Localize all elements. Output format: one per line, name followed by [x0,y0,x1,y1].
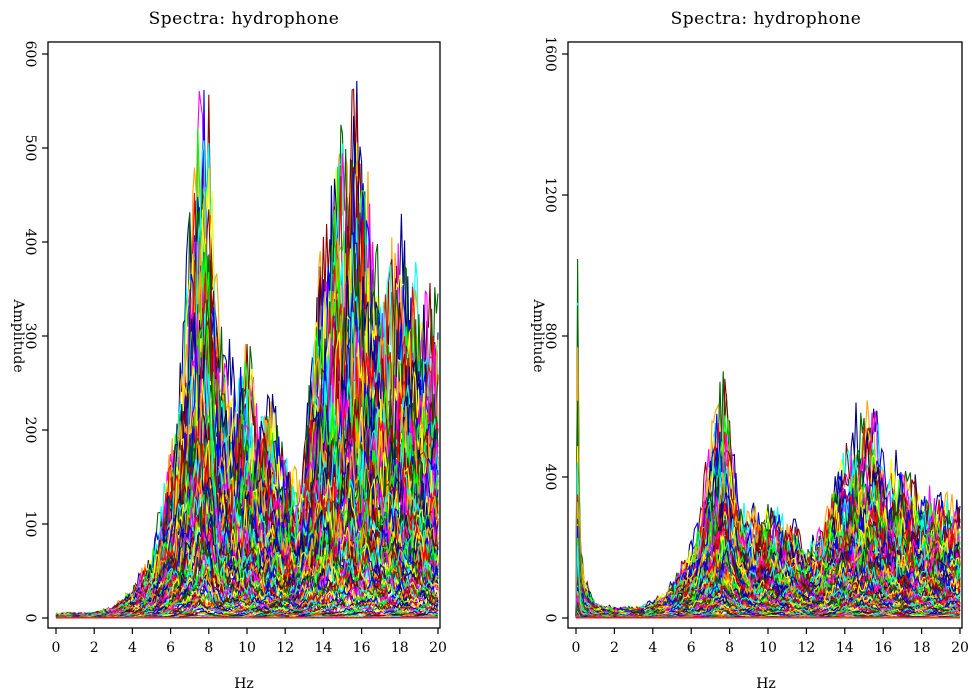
left-y-tick-label: 200 [22,417,38,444]
left-x-tick-label: 20 [429,640,447,656]
right-y-tick-label: 400 [542,464,558,491]
right-x-axis-label: Hz [756,676,776,692]
right-y-tick-label: 0 [542,614,558,623]
left-x-tick-label: 0 [52,640,61,656]
right-x-tick-label: 6 [687,640,696,656]
right-x-tick-label: 4 [648,640,657,656]
left-x-tick-label: 2 [90,640,99,656]
right-x-tick-label: 14 [836,640,854,656]
left-x-tick-label: 8 [204,640,213,656]
right-x-tick-label: 0 [572,640,581,656]
left-x-tick-label: 16 [353,640,371,656]
left-x-tick-label: 10 [238,640,256,656]
left-y-tick-label: 600 [22,41,38,68]
left-x-tick-label: 4 [128,640,137,656]
right-spectra-panel: Spectra: hydrophone Amplitude Hz 0 2 4 6 8 10… [530,9,969,692]
right-spectrum-trace [575,515,961,617]
right-x-tick-label: 18 [913,640,931,656]
left-y-tick-label: 0 [22,614,38,623]
left-x-tick-label: 12 [276,640,294,656]
right-spectra-curves [575,258,961,619]
right-x-tick-label: 2 [610,640,619,656]
left-x-tick-label: 6 [166,640,175,656]
right-x-tick-label: 16 [874,640,892,656]
right-chart-title: Spectra: hydrophone [671,9,862,29]
right-x-tick-label: 10 [759,640,777,656]
right-y-tick-label: 1200 [542,177,558,213]
right-y-tick-label: 800 [542,323,558,350]
left-y-tick-label: 300 [22,323,38,350]
right-axes: 0 2 4 6 8 10 12 14 16 18 20 0 400 800 1200 1600 [542,36,969,656]
right-x-tick-label: 20 [951,640,969,656]
left-chart-title: Spectra: hydrophone [149,9,340,29]
left-x-tick-label: 14 [314,640,332,656]
left-y-tick-label: 500 [22,135,38,162]
left-y-axis-label: Amplitude [10,298,26,372]
right-plot-frame [567,41,963,629]
left-x-axis-label: Hz [234,676,254,692]
left-x-tick-label: 18 [391,640,409,656]
left-spectra-curves [55,80,439,619]
left-y-tick-label: 400 [22,229,38,256]
left-plot-frame [47,41,441,629]
right-x-tick-label: 8 [725,640,734,656]
right-y-tick-label: 1600 [542,36,558,72]
right-x-tick-label: 12 [797,640,815,656]
left-spectra-panel: Spectra: hydrophone Amplitude Hz 0 2 4 6 8 10… [10,9,447,692]
right-y-axis-label: Amplitude [530,298,546,372]
left-y-tick-label: 100 [22,511,38,538]
